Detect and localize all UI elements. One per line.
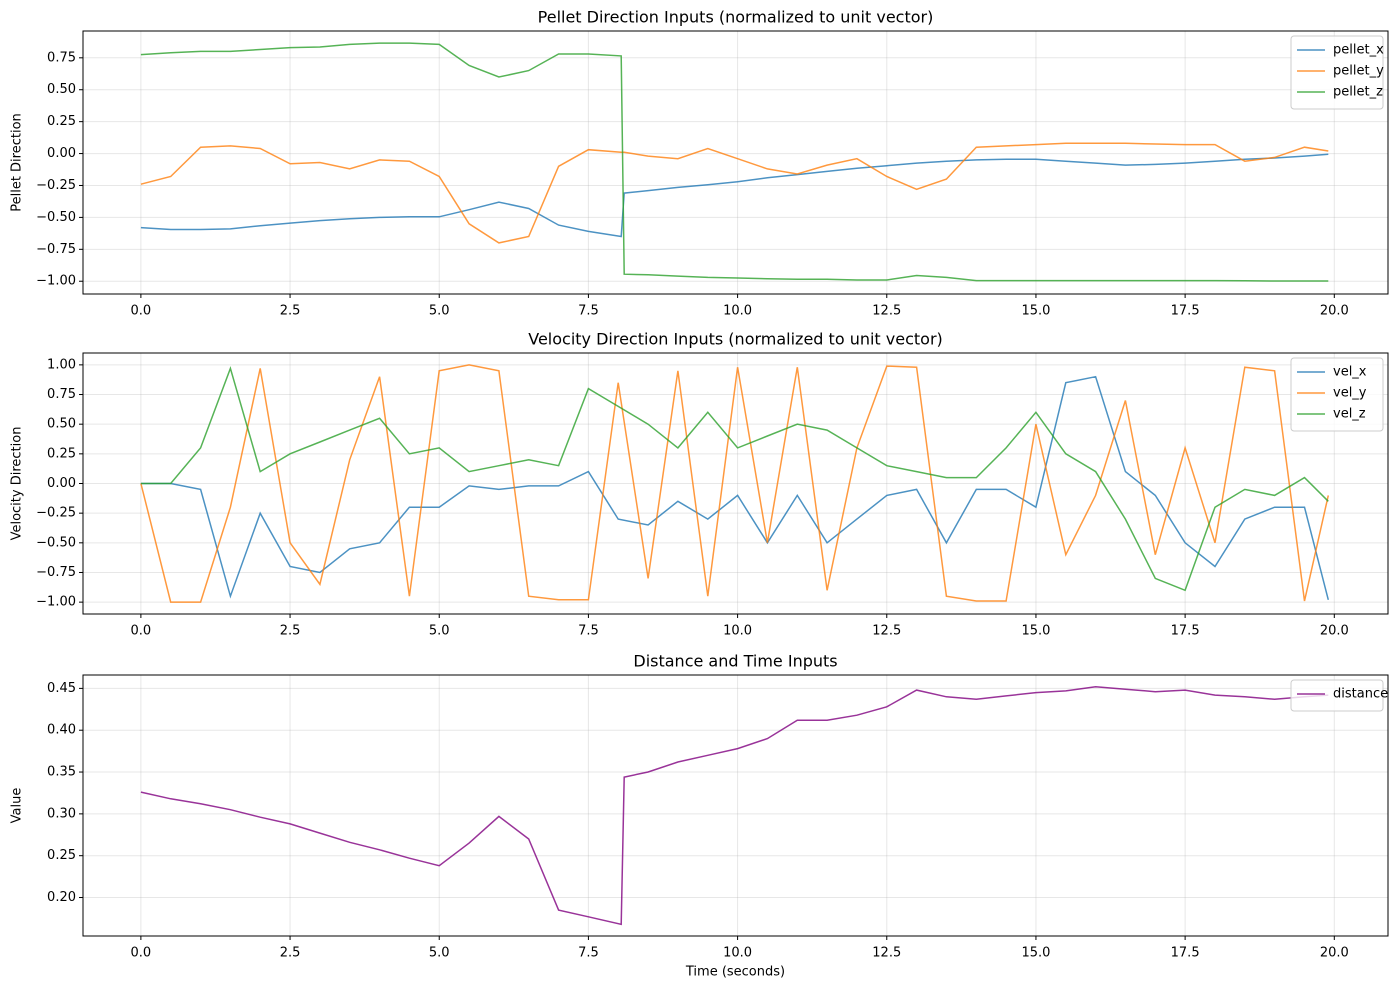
legend-box xyxy=(1290,357,1384,432)
legend-label: pellet_y xyxy=(1333,64,1384,79)
axes-frame xyxy=(82,674,1389,937)
y-tick-label: 0.50 xyxy=(47,417,76,432)
legend-label: vel_x xyxy=(1333,365,1367,380)
axes-frame xyxy=(82,352,1389,615)
x-tick-label: 12.5 xyxy=(872,946,901,961)
y-tick-label: −0.75 xyxy=(36,565,76,580)
x-tick-label: 0.0 xyxy=(131,946,152,961)
legend-label: pellet_x xyxy=(1333,43,1384,58)
y-tick-label: 0.50 xyxy=(47,82,76,97)
series-line xyxy=(140,364,1330,603)
x-tick-label: 2.5 xyxy=(280,304,301,319)
x-axis-label: Time (seconds) xyxy=(685,965,785,980)
y-tick-label: −0.25 xyxy=(36,178,76,193)
x-tick-label: 10.0 xyxy=(723,304,752,319)
series-line xyxy=(140,685,1329,926)
y-tick-label: 0.45 xyxy=(47,681,76,696)
legend-label: pellet_z xyxy=(1333,85,1383,100)
y-tick-label: 0.75 xyxy=(47,387,76,402)
x-tick-label: 15.0 xyxy=(1021,624,1050,639)
y-tick-label: 0.75 xyxy=(47,50,76,65)
legend-label: distance xyxy=(1333,687,1388,702)
y-tick-label: −0.75 xyxy=(36,242,76,257)
y-tick-label: −1.00 xyxy=(36,274,76,289)
y-tick-label: 0.00 xyxy=(47,146,76,161)
y-axis-label: Pellet Direction xyxy=(10,113,25,212)
x-tick-label: 7.5 xyxy=(578,624,599,639)
legend-box xyxy=(1290,35,1384,110)
series-line xyxy=(140,42,1329,282)
y-tick-label: 0.25 xyxy=(47,114,76,129)
x-tick-label: 10.0 xyxy=(723,946,752,961)
y-tick-label: −0.50 xyxy=(36,210,76,225)
y-tick-label: 0.20 xyxy=(47,890,76,905)
y-tick-label: 0.35 xyxy=(47,765,76,780)
x-tick-label: 0.0 xyxy=(131,624,152,639)
x-tick-label: 7.5 xyxy=(578,946,599,961)
legend-label: vel_y xyxy=(1333,386,1367,401)
chart-title: Pellet Direction Inputs (normalized to u… xyxy=(538,8,934,27)
y-tick-label: −0.25 xyxy=(36,506,76,521)
y-axis-label: Value xyxy=(10,788,25,824)
chart-title: Distance and Time Inputs xyxy=(633,652,837,671)
y-tick-label: −0.50 xyxy=(36,535,76,550)
y-tick-label: 0.40 xyxy=(47,723,76,738)
x-tick-label: 15.0 xyxy=(1021,304,1050,319)
x-tick-label: 2.5 xyxy=(280,946,301,961)
x-tick-label: 10.0 xyxy=(723,624,752,639)
series-line xyxy=(140,142,1329,244)
x-tick-label: 5.0 xyxy=(429,946,450,961)
x-tick-label: 2.5 xyxy=(280,624,301,639)
x-tick-label: 17.5 xyxy=(1171,624,1200,639)
y-tick-label: 0.25 xyxy=(47,446,76,461)
x-tick-label: 0.0 xyxy=(131,304,152,319)
y-axis-label: Velocity Direction xyxy=(10,427,25,541)
series-line xyxy=(140,366,1329,592)
x-tick-label: 20.0 xyxy=(1320,624,1349,639)
x-tick-label: 20.0 xyxy=(1320,946,1349,961)
x-tick-label: 7.5 xyxy=(578,304,599,319)
legend-box xyxy=(1290,679,1384,712)
legend-label: vel_z xyxy=(1333,407,1366,422)
x-tick-label: 12.5 xyxy=(872,304,901,319)
y-tick-label: 0.30 xyxy=(47,806,76,821)
series-line xyxy=(140,375,1330,600)
chart-title: Velocity Direction Inputs (normalized to… xyxy=(528,330,943,349)
y-tick-label: 0.25 xyxy=(47,848,76,863)
x-tick-label: 17.5 xyxy=(1171,304,1200,319)
y-tick-label: 1.00 xyxy=(47,357,76,372)
x-tick-label: 20.0 xyxy=(1320,304,1349,319)
y-tick-label: 0.00 xyxy=(47,476,76,491)
x-tick-label: 12.5 xyxy=(872,624,901,639)
series-line xyxy=(140,153,1329,238)
x-tick-label: 17.5 xyxy=(1171,946,1200,961)
x-tick-label: 5.0 xyxy=(429,304,450,319)
y-tick-label: −1.00 xyxy=(36,595,76,610)
x-tick-label: 15.0 xyxy=(1021,946,1050,961)
x-tick-label: 5.0 xyxy=(429,624,450,639)
axes-frame xyxy=(82,30,1389,295)
